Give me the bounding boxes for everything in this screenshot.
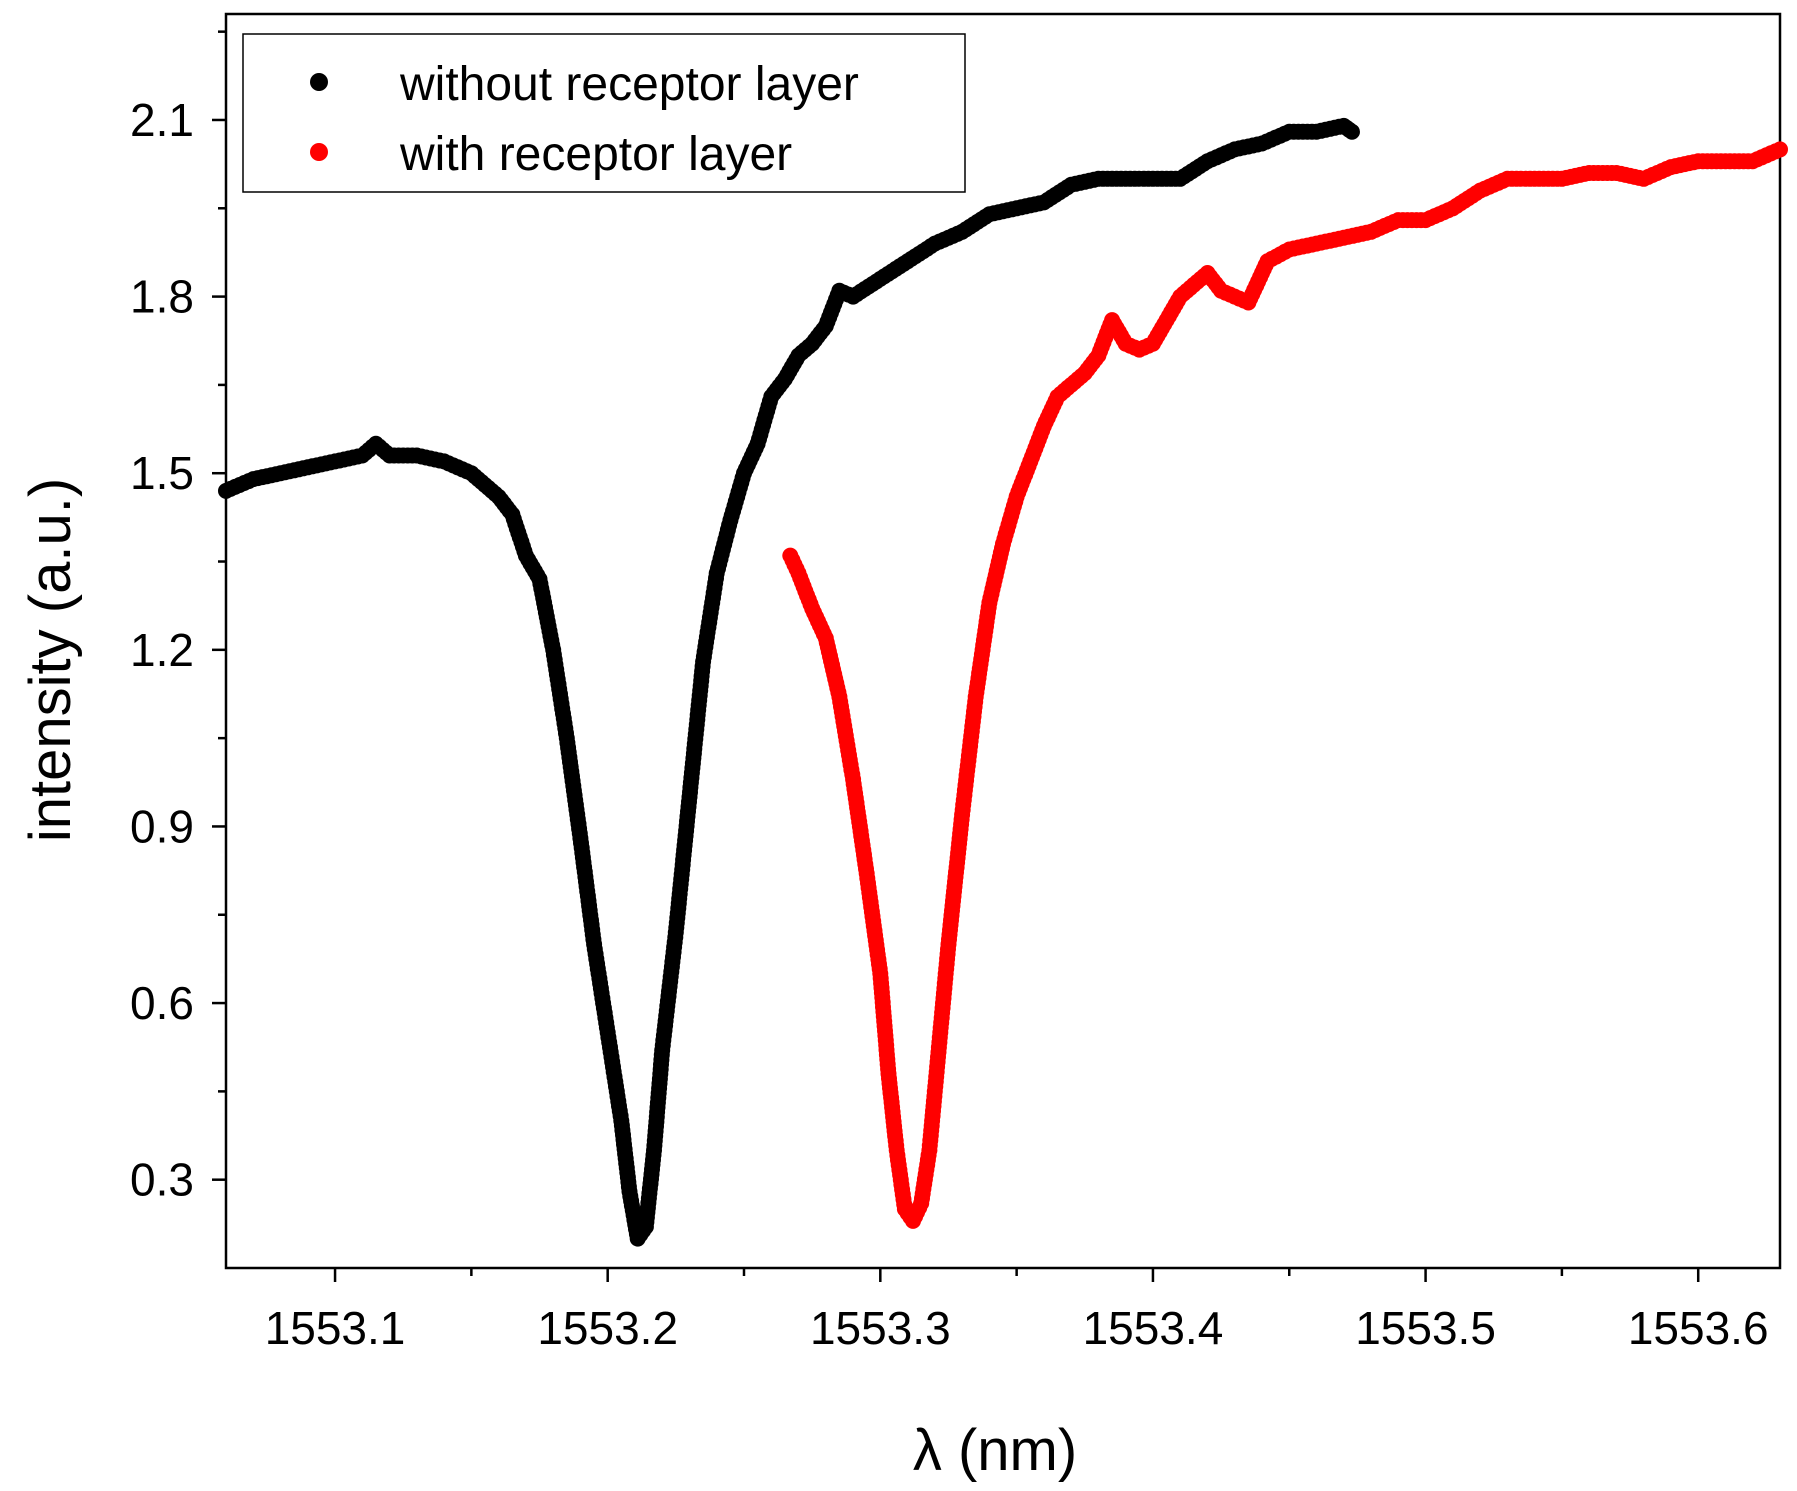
- data-point: [1772, 141, 1788, 158]
- legend-marker-with-receptor: [310, 143, 328, 161]
- y-tick-label: 2.1: [130, 94, 194, 146]
- series-with-receptor-layer: [782, 141, 1788, 1229]
- series-layer: [218, 117, 1788, 1247]
- x-tick-label: 1553.5: [1355, 1302, 1496, 1354]
- x-tick-label: 1553.4: [1083, 1302, 1224, 1354]
- x-tick-label: 1553.1: [265, 1302, 406, 1354]
- legend-box: [242, 33, 966, 193]
- x-tick-label: 1553.3: [810, 1302, 951, 1354]
- y-tick-label: 1.2: [130, 624, 194, 676]
- legend-label-with-receptor: with receptor layer: [399, 128, 792, 181]
- y-axis-title: intensity (a.u.): [18, 478, 83, 842]
- x-tick-label: 1553.2: [537, 1302, 678, 1354]
- legend-marker-without-receptor: [310, 73, 328, 91]
- y-tick-label: 0.3: [130, 1154, 194, 1206]
- data-point: [1343, 123, 1360, 140]
- y-tick-label: 0.6: [130, 977, 194, 1029]
- x-tick-label: 1553.6: [1628, 1302, 1769, 1354]
- y-tick-label: 1.8: [130, 271, 194, 323]
- x-axis-ticks: 1553.1 1553.2 1553.3 1553.4 1553.5 1553.6: [265, 1268, 1769, 1354]
- y-axis-ticks: 0.3 0.6 0.9 1.2 1.5 1.8 2.1: [130, 30, 226, 1206]
- legend-label-without-receptor: without receptor layer: [399, 58, 859, 111]
- x-axis-title: λ (nm): [913, 1418, 1077, 1483]
- y-tick-label: 1.5: [130, 447, 194, 499]
- y-tick-label: 0.9: [130, 800, 194, 852]
- plot-frame: [224, 12, 1782, 1270]
- legend: without receptor layer with receptor lay…: [242, 33, 966, 193]
- series-without-receptor-layer: [218, 117, 1360, 1247]
